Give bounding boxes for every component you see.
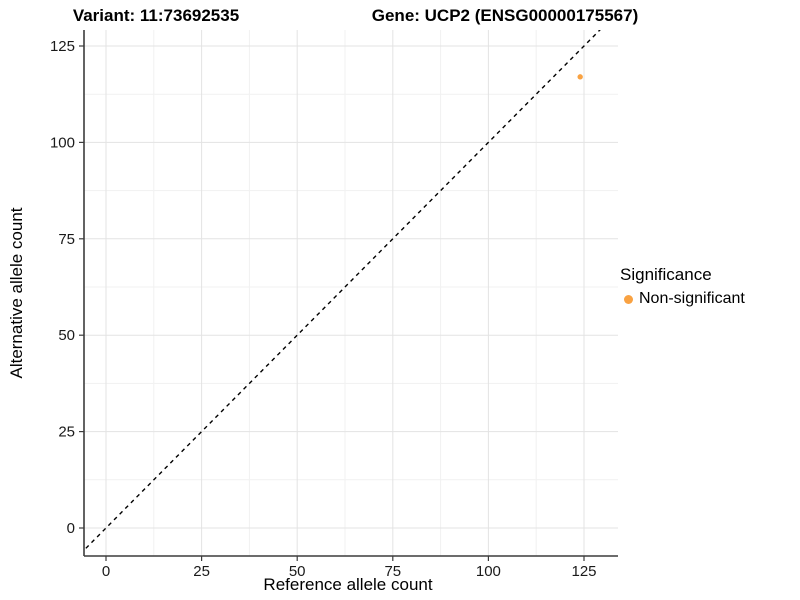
x-axis-title: Reference allele count	[263, 575, 433, 594]
legend-point-icon	[624, 294, 633, 304]
legend-title: Significance	[620, 265, 712, 284]
gene-title: Gene: UCP2 (ENSG00000175567)	[371, 6, 639, 25]
y-tick-label: 75	[58, 231, 75, 248]
x-tick-label: 125	[571, 563, 596, 580]
variant-title: Variant: 11:73692535	[72, 6, 240, 25]
legend: Significance Non-significant	[620, 265, 745, 308]
legend-entry-label: Non-significant	[639, 290, 745, 307]
legend-entry: Non-significant	[620, 290, 745, 308]
x-tick-label: 25	[193, 563, 210, 580]
x-tick-label: 100	[476, 563, 501, 580]
y-tick-label: 100	[50, 134, 75, 151]
data-point	[577, 74, 583, 80]
y-tick-label: 125	[50, 38, 75, 55]
x-tick-label: 75	[384, 563, 401, 580]
y-axis-title: Alternative allele count	[7, 207, 26, 379]
identity-line	[84, 30, 601, 552]
y-tick-label: 25	[58, 424, 75, 441]
y-tick-label: 0	[67, 520, 75, 537]
x-tick-label: 0	[102, 563, 110, 580]
legend-key	[620, 291, 637, 308]
x-tick-label: 50	[289, 563, 306, 580]
y-tick-label: 50	[58, 327, 75, 344]
